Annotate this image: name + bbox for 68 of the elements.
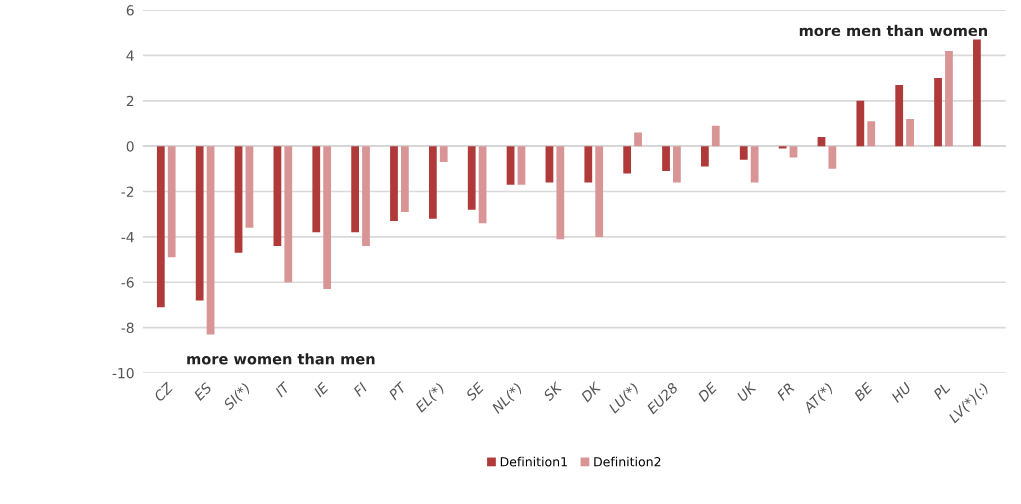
bar: [362, 146, 370, 246]
bar: [390, 146, 398, 221]
bar: [867, 121, 876, 147]
bar: [312, 146, 321, 233]
bar: [895, 84, 904, 147]
bar: [711, 125, 720, 147]
bar: [506, 146, 515, 185]
bar: [400, 146, 409, 212]
bar: [584, 146, 593, 183]
y-tick-label: -8: [121, 322, 134, 334]
x-tick-label: ES: [193, 381, 213, 402]
bar: [234, 146, 243, 253]
x-tick-label: UK: [736, 380, 758, 402]
bar: [673, 146, 681, 183]
bar: [517, 146, 526, 185]
y-tick-label: -2: [121, 186, 134, 197]
bar: [206, 146, 215, 335]
bar: [428, 146, 437, 219]
bar: [156, 146, 165, 308]
bar: [750, 146, 759, 183]
bar: [467, 146, 476, 210]
y-tick-label: -6: [121, 277, 134, 288]
annotation: more women than men: [187, 353, 375, 365]
bar: [623, 146, 632, 174]
bar: [634, 132, 642, 147]
bar: [273, 146, 282, 246]
bar: [323, 146, 332, 290]
y-tick-label: 0: [126, 141, 134, 152]
bar: [245, 146, 254, 228]
bar: [945, 50, 953, 147]
bar: [439, 146, 448, 163]
bar: [828, 146, 837, 169]
x-tick-label: SE: [464, 381, 485, 402]
bar: [934, 78, 942, 147]
bar: [167, 146, 176, 258]
bar: [906, 118, 914, 147]
legend-label: Definition1: [500, 456, 567, 467]
annotation: more men than women: [799, 24, 988, 37]
bar: [856, 100, 865, 147]
x-tick-label: FI: [352, 381, 368, 398]
bar: [701, 146, 709, 167]
x-tick-label: CZ: [153, 381, 175, 403]
bar: [195, 146, 204, 301]
x-tick-label: DK: [580, 380, 602, 403]
x-tick-label: FR: [776, 382, 795, 401]
bar: [595, 146, 604, 237]
x-tick-label: PT: [388, 380, 408, 401]
x-tick-label: BE: [853, 381, 874, 402]
bar: [789, 146, 798, 158]
bar: [478, 146, 487, 224]
bar: [556, 146, 565, 240]
y-tick-label: -10: [112, 367, 134, 379]
y-tick-label: 6: [126, 5, 134, 16]
bar: [284, 146, 293, 283]
bar: [973, 39, 981, 147]
x-tick-label: IT: [274, 380, 291, 398]
bar: [351, 146, 360, 233]
y-tick-label: 2: [126, 95, 134, 107]
x-tick-label: HU: [890, 381, 913, 404]
bar: [662, 146, 670, 172]
bar: [739, 146, 748, 160]
x-tick-label: PL: [932, 382, 951, 400]
y-tick-label: -4: [121, 232, 134, 243]
x-tick-label: IE: [313, 381, 330, 398]
legend-label: Definition2: [594, 456, 661, 467]
x-tick-label: SK: [542, 380, 564, 402]
y-tick-label: 4: [126, 50, 134, 61]
x-tick-label: DE: [697, 381, 718, 403]
